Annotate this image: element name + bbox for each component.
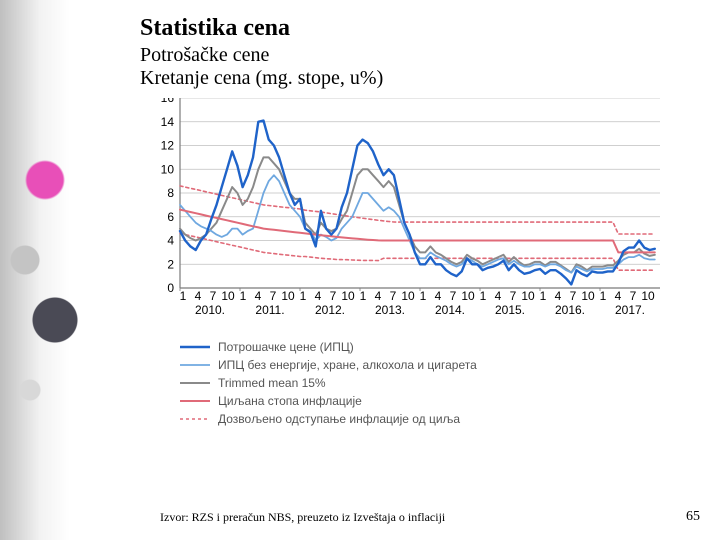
y-tick-label: 12	[161, 139, 175, 153]
legend-label: Циљана стопа инфлације	[218, 392, 362, 410]
subtitle-2: Kretanje cena (mg. stope, u%)	[140, 67, 695, 90]
x-tick-label: 1	[180, 289, 187, 303]
y-tick-label: 10	[161, 162, 175, 176]
x-tick-label: 4	[255, 289, 262, 303]
legend-swatch	[180, 359, 210, 371]
x-tick-label: 10	[521, 289, 535, 303]
y-tick-label: 14	[161, 115, 175, 129]
x-year-label: 2016.	[555, 303, 585, 317]
legend-swatch	[180, 341, 210, 353]
y-tick-label: 8	[167, 186, 174, 200]
x-tick-label: 10	[341, 289, 355, 303]
x-year-label: 2013.	[375, 303, 405, 317]
line-chart: 0246810121416147102010.147102011.1471020…	[140, 98, 670, 328]
x-tick-label: 4	[315, 289, 322, 303]
x-tick-label: 1	[480, 289, 487, 303]
legend-label: ИПЦ без енергије, хране, алкохола и цига…	[218, 356, 477, 374]
x-tick-label: 1	[600, 289, 607, 303]
x-tick-label: 7	[270, 289, 277, 303]
legend-label: Дозвољено одступање инфлације од циља	[218, 410, 460, 428]
content-area: Statistika cena Potrošačke cene Kretanje…	[140, 15, 695, 428]
x-tick-label: 7	[510, 289, 517, 303]
x-year-label: 2012.	[315, 303, 345, 317]
x-year-label: 2011.	[255, 303, 284, 317]
decorative-sidebar	[0, 0, 80, 540]
series-line	[180, 210, 655, 253]
y-tick-label: 16	[161, 98, 175, 105]
legend-row: ИПЦ без енергије, хране, алкохола и цига…	[180, 356, 695, 374]
x-year-label: 2015.	[495, 303, 525, 317]
legend-swatch	[180, 395, 210, 407]
x-tick-label: 1	[360, 289, 367, 303]
x-tick-label: 4	[435, 289, 442, 303]
x-tick-label: 4	[495, 289, 502, 303]
x-tick-label: 1	[540, 289, 547, 303]
x-tick-label: 7	[570, 289, 577, 303]
legend-row: Потрошачке цене (ИПЦ)	[180, 338, 695, 356]
x-tick-label: 10	[581, 289, 595, 303]
source-footnote: Izvor: RZS i preračun NBS, preuzeto iz I…	[160, 510, 445, 525]
legend-label: Trimmed mean 15%	[218, 374, 326, 392]
x-year-label: 2017.	[615, 303, 645, 317]
legend-swatch	[180, 377, 210, 389]
legend-row: Trimmed mean 15%	[180, 374, 695, 392]
y-tick-label: 6	[167, 210, 174, 224]
x-tick-label: 10	[641, 289, 655, 303]
x-tick-label: 7	[390, 289, 397, 303]
page-number: 65	[686, 509, 700, 525]
x-tick-label: 4	[195, 289, 202, 303]
legend-row: Циљана стопа инфлације	[180, 392, 695, 410]
x-tick-label: 4	[375, 289, 382, 303]
page-title: Statistika cena	[140, 15, 695, 42]
x-tick-label: 7	[450, 289, 457, 303]
x-tick-label: 1	[300, 289, 307, 303]
x-tick-label: 10	[221, 289, 235, 303]
x-tick-label: 7	[330, 289, 337, 303]
chart-legend: Потрошачке цене (ИПЦ)ИПЦ без енергије, х…	[180, 338, 695, 428]
y-tick-label: 4	[167, 234, 174, 248]
legend-swatch	[180, 413, 210, 425]
x-tick-label: 4	[555, 289, 562, 303]
x-year-label: 2010.	[195, 303, 225, 317]
x-tick-label: 1	[420, 289, 427, 303]
x-tick-label: 10	[461, 289, 475, 303]
x-tick-label: 1	[240, 289, 247, 303]
x-tick-label: 7	[630, 289, 637, 303]
series-line	[180, 233, 655, 270]
chart-container: 0246810121416147102010.147102011.1471020…	[140, 98, 695, 328]
x-tick-label: 7	[210, 289, 217, 303]
x-tick-label: 4	[615, 289, 622, 303]
y-tick-label: 2	[167, 257, 174, 271]
legend-row: Дозвољено одступање инфлације од циља	[180, 410, 695, 428]
subtitle-1: Potrošačke cene	[140, 44, 695, 67]
legend-label: Потрошачке цене (ИПЦ)	[218, 338, 354, 356]
x-year-label: 2014.	[435, 303, 465, 317]
y-tick-label: 0	[167, 281, 174, 295]
x-tick-label: 10	[401, 289, 415, 303]
x-tick-label: 10	[281, 289, 295, 303]
